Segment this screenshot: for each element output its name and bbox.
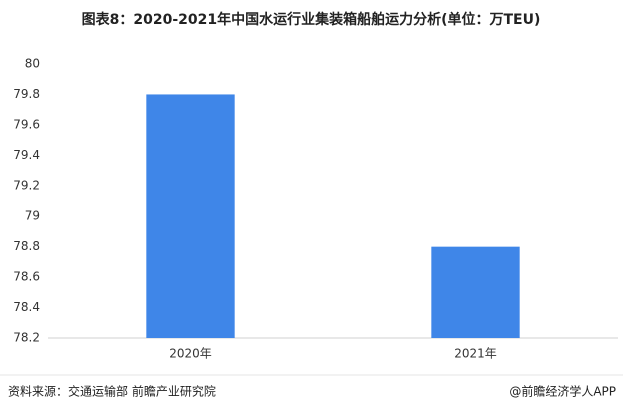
y-tick-label: 78.8 <box>13 239 40 253</box>
bar <box>146 94 235 338</box>
chart-title: 图表8：2020-2021年中国水运行业集装箱船舶运力分析(单位：万TEU) <box>82 11 541 28</box>
y-tick-label: 79.4 <box>13 148 40 162</box>
y-tick-label: 78.6 <box>13 270 40 284</box>
y-tick-label: 79 <box>25 209 40 223</box>
y-tick-label: 79.2 <box>13 178 40 192</box>
y-tick-label: 78.2 <box>13 331 40 345</box>
source-note: 资料来源：交通运输部 前瞻产业研究院 <box>8 384 216 399</box>
y-tick-label: 79.8 <box>13 87 40 101</box>
y-tick-label: 79.6 <box>13 117 40 131</box>
x-tick-label: 2020年 <box>169 347 212 361</box>
y-tick-label: 78.4 <box>13 300 40 314</box>
y-tick-label: 80 <box>25 57 40 71</box>
bar <box>431 246 520 338</box>
credit-note: @前瞻经济学人APP <box>509 384 616 399</box>
x-tick-label: 2021年 <box>454 347 497 361</box>
